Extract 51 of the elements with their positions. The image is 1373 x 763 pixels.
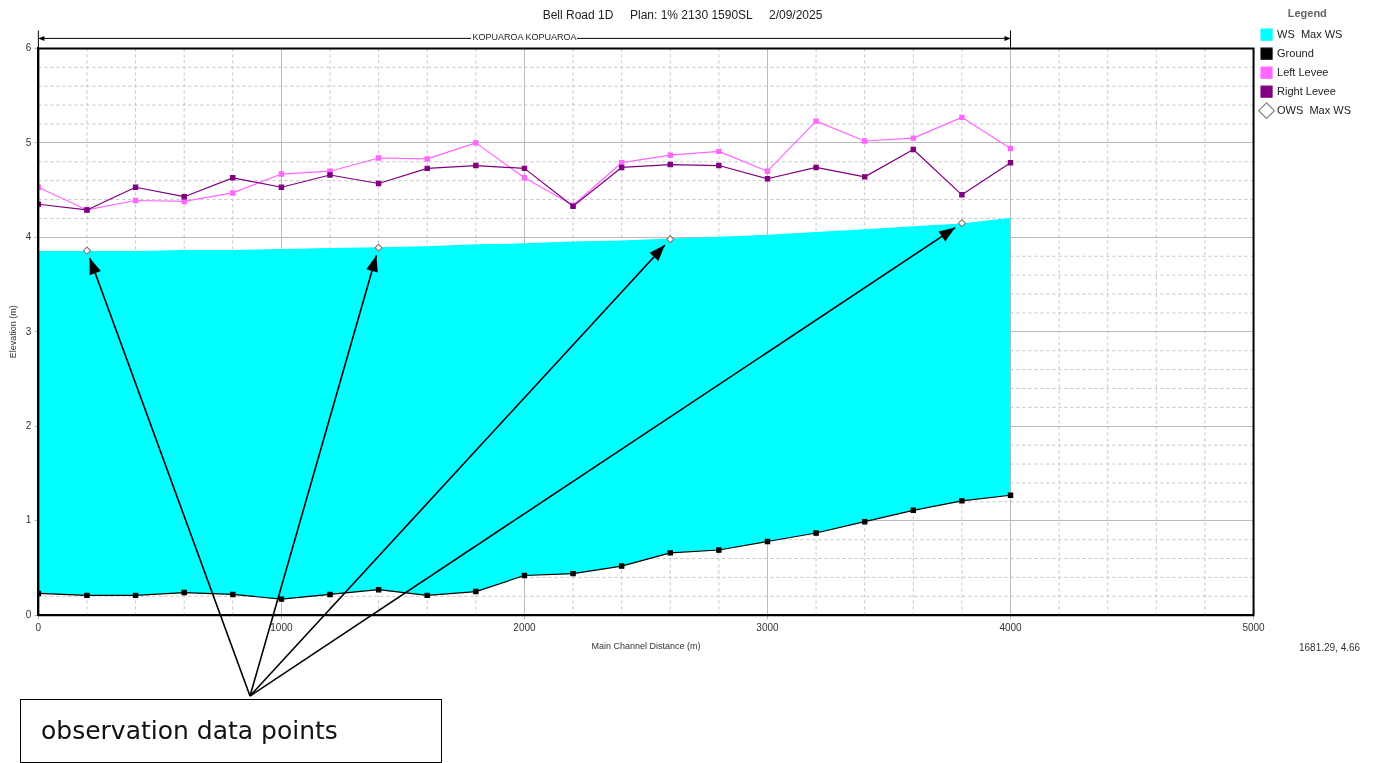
point <box>278 184 285 190</box>
point <box>473 140 479 146</box>
point <box>861 138 868 144</box>
point <box>230 190 236 196</box>
point <box>667 152 673 158</box>
point <box>1007 492 1014 498</box>
x-tick-label: 4000 <box>999 621 1023 633</box>
point <box>813 164 819 171</box>
x-tick-label: 0 <box>35 621 42 633</box>
legend-label: Right Levee <box>1277 84 1336 97</box>
y-tick-label: 4 <box>25 231 32 243</box>
point <box>375 155 382 161</box>
point <box>716 162 722 169</box>
legend-label: Left Levee <box>1277 65 1329 78</box>
point <box>521 175 528 181</box>
point <box>959 114 965 121</box>
point <box>424 165 430 172</box>
legend-label: WS Max WS <box>1277 27 1343 40</box>
point <box>230 175 236 181</box>
y-tick-label: 3 <box>25 325 32 337</box>
point <box>473 162 479 169</box>
x-tick-label: 5000 <box>1242 621 1266 633</box>
y-tick-label: 1 <box>25 514 32 526</box>
point <box>667 161 673 168</box>
y-tick-label: 2 <box>25 420 32 432</box>
point <box>764 168 771 174</box>
point <box>959 498 965 504</box>
point <box>424 156 430 162</box>
y-axis-title: Elevation (m) <box>7 305 18 359</box>
point <box>132 184 139 190</box>
point <box>959 192 965 198</box>
point <box>813 118 819 124</box>
point <box>278 171 285 177</box>
text: observation data points <box>20 699 442 763</box>
point <box>957 219 967 228</box>
point <box>764 176 771 182</box>
point <box>910 135 917 141</box>
point <box>716 148 722 155</box>
y-tick-label: 0 <box>25 608 32 620</box>
legend-label: OWS Max WS <box>1277 103 1352 116</box>
chart-title: Bell Road 1D Plan: 1% 2130 1590SL 2/09/2025 <box>542 7 823 22</box>
point <box>181 198 187 205</box>
legend-title: Legend <box>1287 6 1327 19</box>
legend-label: Ground <box>1277 46 1314 59</box>
y-tick-label: 6 <box>25 42 32 54</box>
point <box>327 172 333 178</box>
text: 1681.29, 4.66 <box>1299 642 1361 653</box>
point <box>861 174 868 180</box>
y-tick-label: 5 <box>25 136 32 148</box>
chart-subtitle: KOPUAROA KOPUAROA <box>471 32 578 43</box>
point <box>181 193 187 200</box>
